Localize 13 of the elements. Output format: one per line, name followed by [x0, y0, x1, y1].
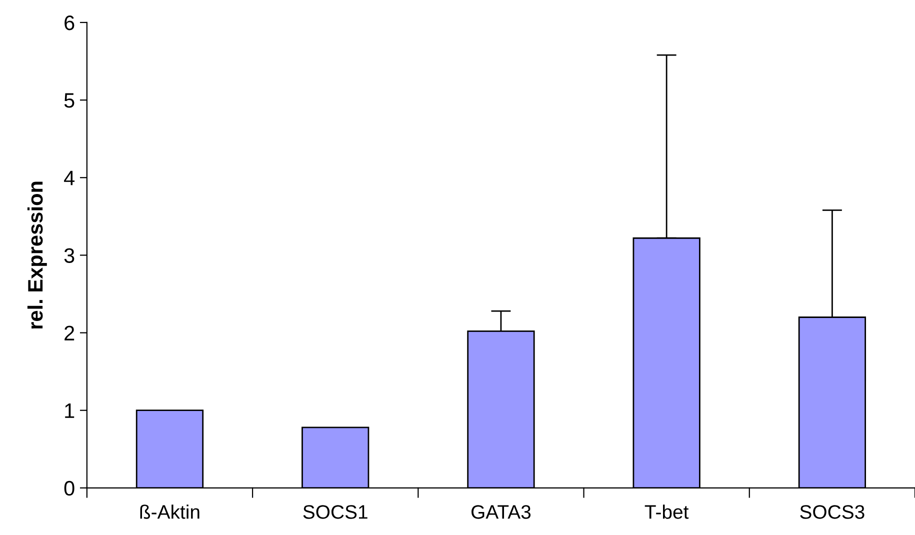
x-tick-label: ß-Aktin	[140, 504, 200, 519]
x-tick-label: SOCS1	[303, 505, 368, 519]
y-axis-title: rel. Expression	[27, 182, 47, 329]
y-tick-label: 3	[64, 248, 74, 263]
x-tick-label: GATA3	[472, 505, 531, 519]
y-tick-label: 0	[64, 480, 74, 496]
x-tick-label: SOCS3	[800, 505, 864, 519]
y-tick-label: 2	[64, 326, 74, 340]
y-tick-label: 4	[64, 170, 75, 186]
y-tick-label: 1	[65, 404, 74, 418]
y-tick-label: 6	[64, 15, 74, 30]
x-tick-label: T-bet	[644, 504, 689, 519]
y-tick-label: 5	[64, 93, 74, 108]
